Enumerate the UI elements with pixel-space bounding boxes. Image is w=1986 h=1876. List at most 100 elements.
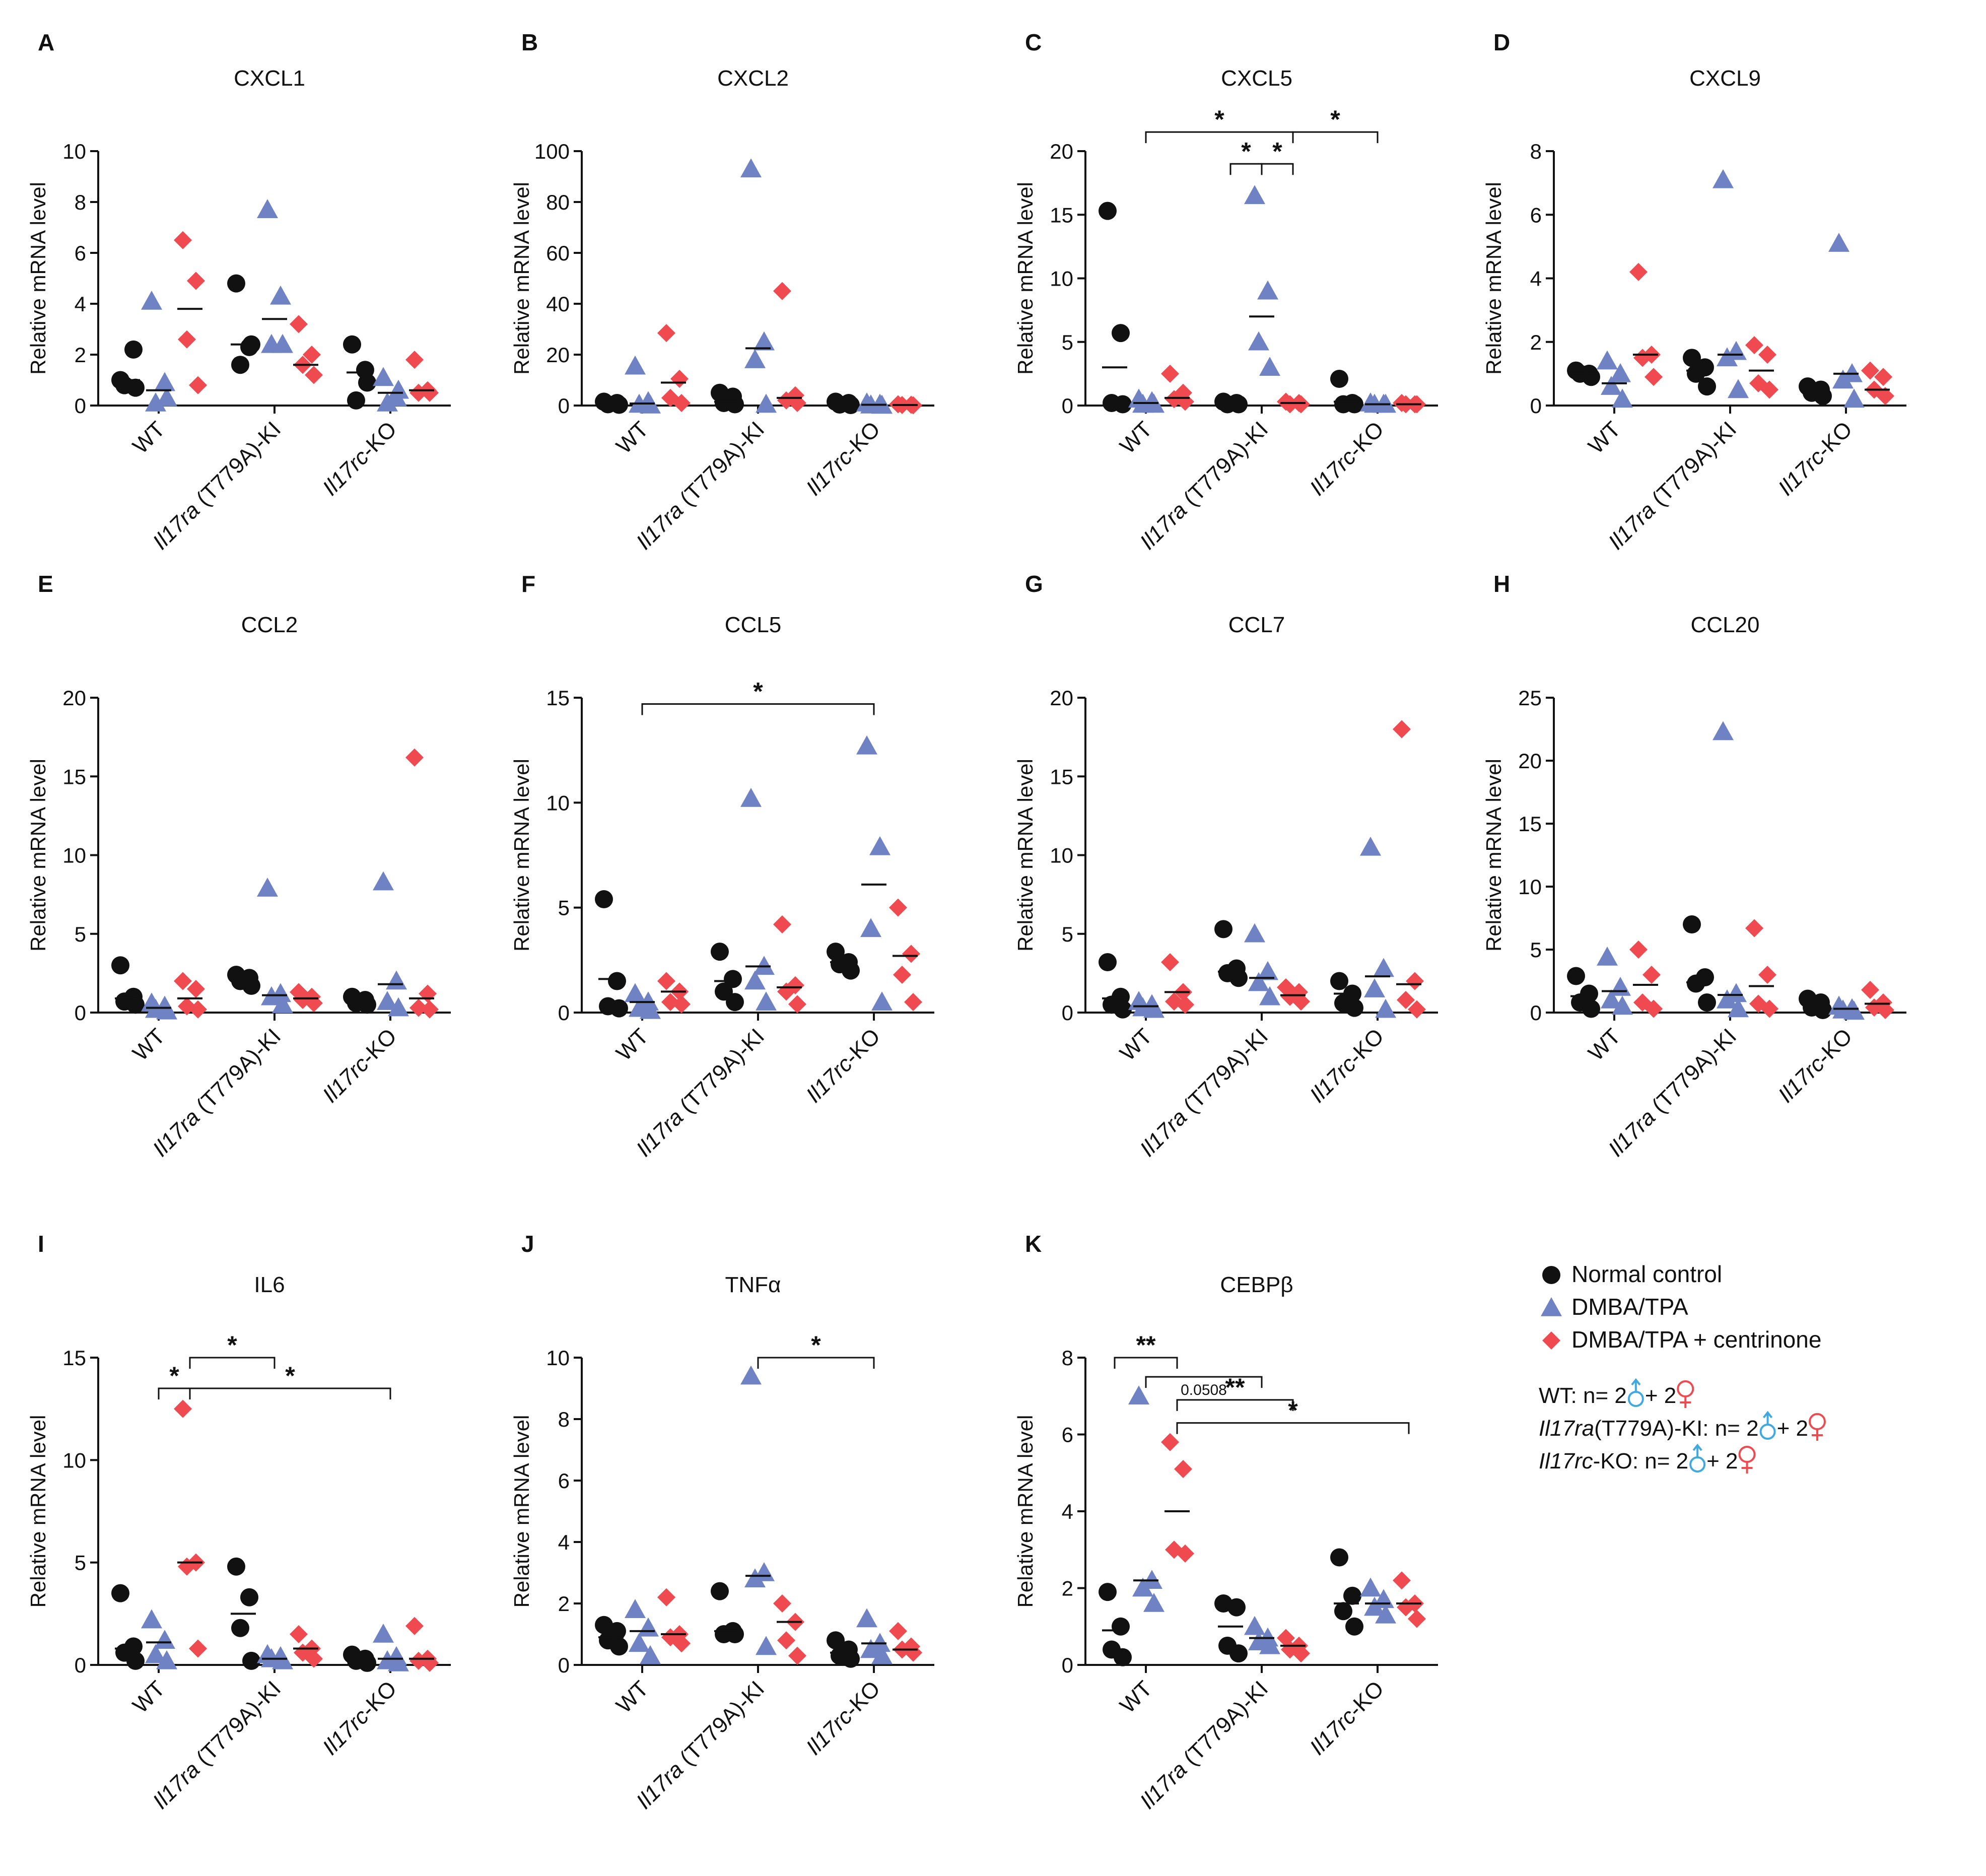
x-tick-label: WT [1115,1024,1157,1065]
point-normal [827,1631,845,1650]
significance-bracket [757,1357,875,1369]
x-tick-label: Il17rc-KO [1305,1024,1389,1107]
point-dmba [141,1609,162,1629]
panel-title: CXCL1 [234,66,305,91]
y-tick-label: 5 [558,896,570,920]
point-centrinone [1393,1571,1411,1590]
point-dmba [1610,363,1631,382]
y-tick-label: 5 [1530,938,1542,962]
point-dmba [744,970,766,990]
point-centrinone [1861,361,1879,380]
x-tick-label: Il17rc-KO [318,1024,401,1107]
x-tick-label-text: WT [1584,1024,1625,1065]
panel-letter: G [1025,571,1043,597]
point-normal [242,976,260,995]
point-normal [124,340,143,359]
point-centrinone [1758,346,1776,364]
point-normal [1334,1602,1352,1621]
y-tick-label: 10 [546,1346,570,1370]
y-axis-label: Relative mRNA level [510,759,533,952]
sample-size-line: Il17ra(T779A)-KI: n= 2 [1539,1416,1759,1441]
male-symbol-arrow [1763,1411,1773,1419]
point-dmba [1601,989,1622,1009]
point-centrinone [1292,395,1310,414]
legend-label: DMBA/TPA + centrinone [1571,1326,1821,1353]
point-normal [1345,998,1363,1017]
male-symbol-arrow [1631,1378,1641,1386]
x-tick-label-text: WT [1115,417,1157,458]
point-dmba [629,1633,650,1652]
significance-label: * [1241,137,1251,165]
point-centrinone [421,383,439,402]
point-centrinone [1176,995,1194,1014]
point-dmba [1244,185,1265,205]
y-tick-label: 20 [1050,140,1073,163]
point-dmba [744,349,766,368]
point-normal [1229,969,1248,987]
y-tick-label: 10 [546,791,570,815]
x-tick-label-text: (T779A)-KI [671,1024,769,1122]
x-tick-label-text: WT [1584,417,1625,458]
point-centrinone [305,366,323,384]
x-tick-label: Il17rc-KO [801,1676,885,1760]
point-normal [1099,202,1117,220]
male-symbol-icon [1759,1411,1776,1440]
y-tick-label: 15 [1050,203,1073,227]
point-normal [242,1651,260,1670]
point-normal [842,961,860,980]
point-dmba [1248,331,1269,351]
y-tick-label: 20 [1050,686,1073,710]
point-centrinone [1397,991,1415,1009]
point-centrinone [189,1639,207,1658]
point-centrinone [409,383,428,402]
point-centrinone [405,351,424,369]
point-normal [1567,967,1585,985]
point-dmba [1143,1593,1165,1612]
point-centrinone [1633,349,1652,367]
point-dmba [257,199,278,218]
point-dmba [145,392,166,412]
significance-label: * [1288,1396,1298,1425]
x-tick-label: Il17ra (T779A)-KI [148,417,286,554]
point-dmba [1141,1570,1162,1589]
point-centrinone [174,972,192,990]
point-centrinone [773,1594,791,1613]
point-dmba [1360,1577,1381,1597]
point-normal [1698,993,1716,1012]
point-centrinone [1174,1460,1192,1479]
y-tick-label: 6 [75,241,86,265]
panel-title: CXCL9 [1689,66,1761,91]
sample-size-plus: + 2 [1706,1449,1738,1473]
x-tick-label-text: (T779A)-KI [1643,417,1741,515]
point-centrinone [405,1617,424,1635]
y-tick-label: 5 [75,922,86,946]
legend-marker-dmba [1541,1297,1562,1316]
point-normal [610,999,628,1018]
panel-letter: F [521,571,535,597]
point-normal [711,943,729,961]
y-tick-label: 2 [75,343,86,367]
point-centrinone [773,915,791,933]
point-dmba [869,836,891,855]
point-normal [610,395,628,414]
point-dmba [1601,376,1622,395]
point-normal [358,373,376,392]
y-tick-label: 8 [1062,1346,1073,1370]
point-centrinone [670,369,689,388]
point-dmba [1244,1616,1265,1635]
point-dmba [1828,233,1850,252]
point-centrinone [904,1643,922,1662]
y-tick-label: 8 [558,1408,570,1431]
point-dmba [270,285,291,305]
sample-size-plus: + 2 [1645,1383,1676,1408]
point-dmba [154,372,175,391]
panel-g: G CCL7 0 5 10 15 20 Relative mRNA level WTIl17ra… [1013,571,1438,1162]
point-dmba [388,379,409,399]
point-centrinone [657,972,675,990]
panel-j: J TNFα 0 2 4 6 8 10 Relative mRNA level WTIl17ra … [510,1231,934,1814]
point-centrinone [1642,966,1661,984]
point-dmba [740,158,762,178]
point-normal [1330,1548,1348,1567]
y-tick-label: 20 [1518,749,1542,773]
